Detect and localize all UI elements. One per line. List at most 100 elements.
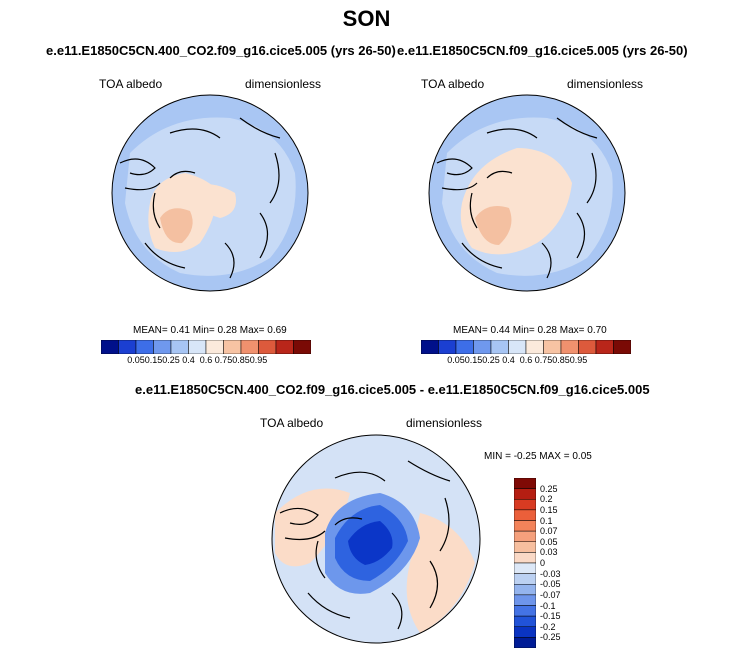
right-polar-map [428, 94, 626, 292]
difference-colorbar-swatch [514, 562, 536, 574]
difference-colorbar-swatch [514, 530, 536, 542]
colorbar-swatch [275, 340, 294, 354]
left-panel-variable-label: TOA albedo [99, 77, 163, 91]
difference-colorbar-tick-label: 0.07 [540, 526, 558, 537]
colorbar-tick-label: 0.05 [447, 355, 465, 365]
difference-colorbar [514, 478, 536, 648]
right-panel-stats: MEAN= 0.44 Min= 0.28 Max= 0.70 [453, 325, 607, 336]
left-mean-label: MEAN= [133, 325, 168, 336]
difference-colorbar-tick-label: -0.03 [540, 568, 561, 579]
difference-colorbar-swatch [514, 541, 536, 553]
difference-colorbar-swatch [514, 509, 536, 521]
difference-map-positive-west [275, 488, 350, 567]
right-colorbar-ticks: 0.05 0.15 0.25 0.4 0.6 0.75 0.85 0.95 [421, 355, 631, 367]
colorbar-swatch [240, 340, 259, 354]
colorbar-tick-label: 0.6 [199, 355, 213, 365]
colorbar-tick-label: 0.15 [144, 355, 163, 365]
left-map-coastlines [119, 117, 281, 279]
colorbar-tick-label: 0.6 [519, 355, 533, 365]
season-title: SON [342, 6, 391, 31]
colorbar-swatch [101, 340, 119, 354]
difference-colorbar-tick-label: 0 [540, 558, 546, 568]
right-max-label: Max= [559, 325, 585, 336]
colorbar-swatch [188, 340, 207, 354]
left-panel-case-title: e.e11.E1850C5CN.400_CO2.f09_g16.cice5.00… [46, 43, 396, 58]
difference-colorbar-swatch [514, 594, 536, 606]
difference-colorbar-swatch [514, 626, 536, 638]
right-panel-units-label: dimensionless [567, 77, 644, 91]
colorbar-swatch [490, 340, 509, 354]
colorbar-tick-label: 0.25 [162, 355, 180, 365]
colorbar-swatch [205, 340, 224, 354]
difference-colorbar-tick-label: -0.05 [540, 579, 561, 590]
left-colorbar-ticks: 0.05 0.15 0.25 0.4 0.6 0.75 0.85 0.95 [101, 355, 311, 367]
right-map-greenland-core [475, 205, 512, 245]
colorbar-swatch [613, 340, 631, 354]
right-max-value: 0.70 [587, 325, 607, 336]
right-colorbar [421, 340, 631, 354]
right-panel-case-title: e.e11.E1850C5CN.f09_g16.cice5.005 (yrs 2… [397, 43, 688, 58]
colorbar-swatch [223, 340, 242, 354]
right-mean-value: 0.44 [490, 325, 510, 336]
difference-colorbar-tick-label: 0.03 [540, 547, 558, 558]
colorbar-swatch [543, 340, 562, 354]
colorbar-swatch [153, 340, 172, 354]
left-map-boundary [111, 94, 309, 292]
colorbar-tick-label: 0.75 [534, 355, 553, 365]
left-min-value: 0.28 [217, 325, 237, 336]
difference-map-positive-east [406, 513, 475, 633]
colorbar-swatch [258, 340, 277, 354]
colorbar-tick-label: 0.4 [182, 355, 195, 365]
right-panel-variable-label: TOA albedo [421, 77, 485, 91]
difference-colorbar-tick-label: -0.07 [540, 589, 561, 600]
difference-map-coastlines [279, 460, 451, 630]
difference-units-label: dimensionless [406, 416, 483, 430]
difference-colorbar-swatch [514, 584, 536, 596]
colorbar-swatch [508, 340, 527, 354]
colorbar-swatch [421, 340, 439, 354]
left-colorbar [101, 340, 311, 354]
colorbar-swatch [525, 340, 544, 354]
colorbar-tick-label: 0.95 [569, 355, 588, 365]
left-min-label: Min= [192, 325, 215, 336]
difference-colorbar-swatch [514, 605, 536, 617]
colorbar-swatch [455, 340, 474, 354]
right-map-coastlines [436, 117, 598, 279]
colorbar-swatch [438, 340, 457, 354]
colorbar-tick-label: 0.05 [127, 355, 145, 365]
left-mean-value: 0.41 [170, 325, 190, 336]
difference-colorbar-swatch [514, 488, 536, 500]
difference-polar-map [271, 434, 481, 644]
right-map-boundary [428, 94, 626, 292]
colorbar-swatch [595, 340, 614, 354]
left-max-label: Max= [239, 325, 265, 336]
colorbar-swatch [118, 340, 137, 354]
colorbar-swatch [578, 340, 597, 354]
left-map-greenland-core [160, 208, 193, 244]
colorbar-swatch [135, 340, 154, 354]
difference-colorbar-swatch [514, 637, 536, 648]
colorbar-swatch [170, 340, 189, 354]
left-map-arctic-ice-region [185, 184, 236, 218]
right-mean-label: MEAN= [453, 325, 488, 336]
colorbar-tick-label: 0.75 [214, 355, 233, 365]
colorbar-swatch [293, 340, 311, 354]
difference-colorbar-tick-label: -0.25 [540, 632, 561, 643]
difference-map-negative-core [348, 521, 393, 565]
right-min-value: 0.28 [537, 325, 557, 336]
difference-colorbar-tick-label: -0.1 [540, 600, 556, 611]
colorbar-tick-label: 0.85 [552, 355, 570, 365]
colorbar-tick-label: 0.85 [232, 355, 250, 365]
difference-colorbar-tick-label: 0.25 [540, 483, 558, 494]
colorbar-tick-label: 0.95 [249, 355, 268, 365]
difference-colorbar-ticks: 0.25 0.2 0.15 0.1 0.07 0.05 0.03 0 -0.03 -0.05 -0.… [540, 478, 580, 648]
difference-colorbar-tick-label: 0.2 [540, 494, 553, 505]
difference-stats: MIN = -0.25 MAX = 0.05 [484, 451, 592, 462]
colorbar-swatch [473, 340, 492, 354]
left-polar-map [111, 94, 309, 292]
difference-variable-label: TOA albedo [260, 416, 324, 430]
difference-colorbar-tick-label: -0.2 [540, 621, 556, 632]
colorbar-swatch [560, 340, 579, 354]
left-max-value: 0.69 [267, 325, 287, 336]
colorbar-tick-label: 0.4 [502, 355, 515, 365]
